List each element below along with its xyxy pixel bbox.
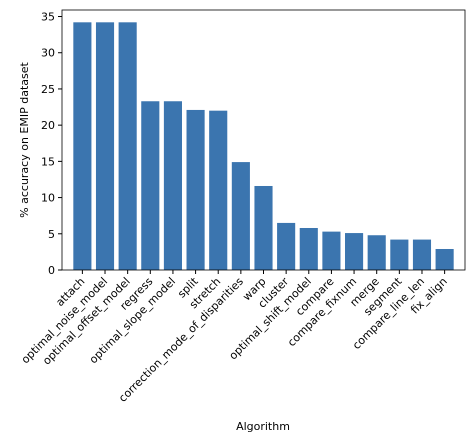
y-tick-label: 10 (41, 192, 55, 205)
bar (186, 109, 205, 270)
y-tick-label: 30 (41, 47, 55, 60)
y-tick-label: 35 (41, 11, 55, 24)
y-tick-label: 5 (48, 228, 55, 241)
bar (231, 162, 250, 270)
bar (277, 222, 296, 270)
bar (209, 110, 228, 271)
x-axis-label: Algorithm (236, 420, 290, 433)
y-tick-label: 25 (41, 83, 55, 96)
bar (435, 248, 454, 270)
bar (73, 22, 92, 270)
bar (367, 235, 386, 270)
bar (345, 233, 364, 270)
bar (412, 239, 432, 270)
bar (141, 101, 160, 270)
y-tick-label: 0 (48, 264, 55, 277)
bar (254, 185, 273, 270)
bar (95, 22, 115, 270)
bar (390, 239, 409, 270)
bar (118, 22, 137, 270)
y-tick-label: 20 (41, 119, 55, 132)
bar (299, 227, 318, 270)
bar (322, 231, 341, 270)
plot-frame (61, 9, 466, 271)
y-tick-label: 15 (41, 155, 55, 168)
y-axis-label: % accuracy on EMIP dataset (18, 61, 31, 217)
bar (163, 101, 182, 270)
